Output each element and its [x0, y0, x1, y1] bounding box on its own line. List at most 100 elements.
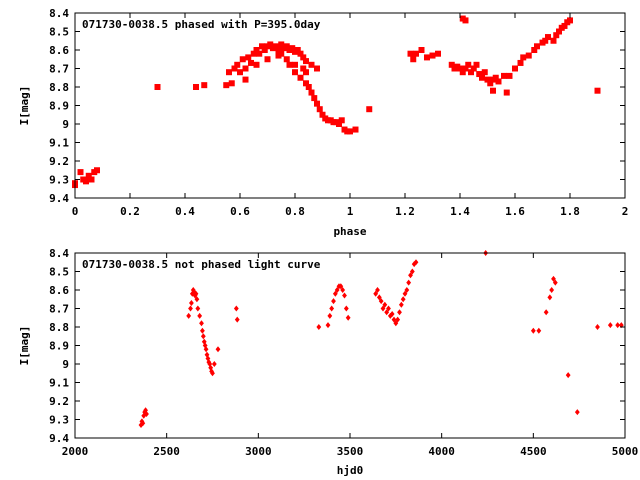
phased-data-point	[484, 76, 491, 83]
unphased-x-tick-label: 4000	[428, 445, 455, 458]
unphased-x-tick-label: 5000	[612, 445, 639, 458]
phased-data-point	[267, 41, 274, 48]
unphased-data-point	[215, 346, 221, 353]
phased-data-point	[462, 65, 469, 72]
phased-y-tick-label: 8.9	[49, 100, 69, 113]
unphased-x-tick-label: 4500	[520, 445, 547, 458]
unphased-data-point	[607, 322, 613, 329]
phased-data-point	[253, 61, 260, 68]
unphased-data-point	[210, 370, 215, 377]
unphased-y-tick-label: 9.1	[49, 377, 69, 390]
phased-data-point	[465, 61, 472, 68]
phased-data-point	[550, 37, 557, 44]
phased-data-point	[253, 47, 260, 53]
phased-data-point	[410, 56, 417, 63]
unphased-data-point	[391, 316, 397, 323]
phased-data-point	[85, 172, 92, 179]
unphased-data-point	[340, 287, 346, 293]
phased-y-tick-label: 9.1	[49, 137, 69, 150]
phased-data-point	[468, 69, 474, 76]
unphased-x-axis: 2000 2500 3000 3500 4000 4500 5000	[62, 253, 639, 458]
phased-data-point	[308, 61, 315, 68]
phased-data-point	[154, 84, 161, 90]
unphased-data-point	[398, 301, 404, 308]
phased-data-point	[259, 43, 265, 50]
phased-data-point	[413, 50, 419, 57]
phased-data-point	[250, 50, 257, 57]
unphased-y-tick-label: 9.4	[49, 432, 69, 445]
unphased-y-tick-label: 9	[62, 358, 69, 371]
phased-data-point	[256, 50, 263, 57]
phased-data-point	[481, 69, 488, 76]
unphased-y-axis-label: I[mag]	[18, 326, 31, 366]
phased-data-point	[234, 61, 241, 68]
phased-data-point	[512, 65, 518, 72]
unphased-data-point	[395, 316, 401, 323]
unphased-data-point	[408, 272, 413, 279]
unphased-light-curve-panel: 2000 2500 3000 3500 4000 4500 5000 8.48.58.68.…	[18, 247, 638, 477]
phased-data-point	[297, 74, 304, 81]
phased-x-tick-label: 1.8	[560, 205, 580, 218]
phased-data-point	[316, 106, 323, 113]
phased-data-point	[352, 126, 359, 133]
phased-data-point	[407, 50, 414, 57]
unphased-data-point	[378, 298, 384, 305]
unphased-data-point	[189, 290, 195, 297]
phased-data-point	[228, 80, 235, 87]
phased-data-point	[283, 43, 290, 50]
phased-x-tick-label: 1.2	[395, 205, 415, 218]
phased-x-tick-label: 0.4	[175, 205, 195, 218]
phased-data-point	[424, 54, 430, 61]
unphased-y-tick-label: 8.9	[49, 340, 69, 353]
phased-data-point	[311, 95, 318, 102]
phased-data-point	[336, 121, 342, 127]
unphased-data-point	[325, 322, 331, 329]
phased-data-point	[495, 78, 502, 85]
phased-data-point	[83, 178, 89, 185]
phased-x-axis-label: phase	[333, 225, 366, 238]
phased-data-point	[418, 47, 425, 53]
phased-x-tick-label: 0.2	[120, 205, 140, 218]
unphased-data-point	[413, 259, 419, 266]
unphased-data-point	[327, 312, 333, 319]
unphased-data-point	[536, 327, 542, 334]
phased-data-point	[242, 76, 249, 83]
unphased-x-tick-label: 3000	[245, 445, 272, 458]
phased-data-point	[462, 17, 469, 24]
unphased-data-point	[195, 305, 201, 312]
unphased-y-tick-label: 8.4	[49, 247, 69, 260]
phased-x-tick-label: 2	[622, 205, 629, 218]
phased-data-point	[487, 80, 494, 87]
phased-y-tick-label: 9	[62, 118, 69, 131]
phased-data-point	[473, 61, 480, 68]
unphased-data-point	[404, 287, 410, 293]
phased-data-point	[286, 61, 293, 68]
unphased-data-point	[595, 324, 600, 330]
phased-data-point	[303, 58, 309, 65]
phased-y-tick-label: 9.2	[49, 155, 69, 168]
phased-light-curve-panel: 0 0.2 0.4 0.6 0.8 1 1.2 1.4 1.6 1.8 2 8.4 8.5 8.6 8.7…	[18, 7, 628, 238]
unphased-x-tick-label: 2500	[153, 445, 180, 458]
unphased-data-point	[188, 305, 193, 312]
phased-data-point	[553, 32, 560, 39]
phased-data-point	[319, 111, 326, 118]
unphased-data-point	[193, 290, 199, 297]
phased-data-point	[525, 52, 532, 59]
unphased-data-point	[140, 420, 146, 427]
phased-plot-title: 071730-0038.5 phased with P=395.0day	[82, 18, 321, 31]
unphased-data-point	[234, 316, 240, 323]
phased-data-point	[492, 74, 499, 81]
phased-data-point	[448, 61, 455, 68]
phased-data-point	[314, 65, 320, 72]
phased-data-point	[275, 52, 282, 59]
unphased-data-point	[143, 407, 148, 414]
phased-y-tick-label: 8.7	[49, 63, 69, 76]
unphased-x-tick-label: 3500	[337, 445, 364, 458]
phased-data-point	[501, 72, 507, 79]
phased-data-point	[506, 72, 513, 79]
unphased-data-point	[389, 311, 395, 318]
unphased-data-point	[316, 324, 322, 330]
unphased-data-point	[400, 296, 406, 303]
phased-data-point	[272, 43, 279, 50]
phased-data-point	[459, 69, 466, 76]
